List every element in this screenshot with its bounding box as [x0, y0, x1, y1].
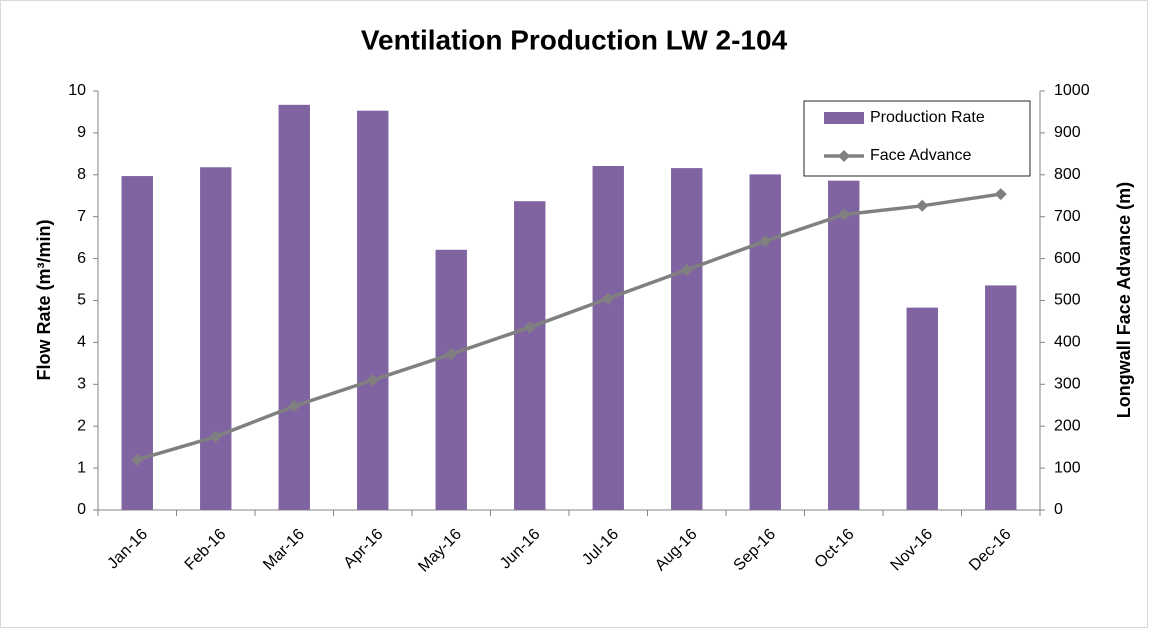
y2-tick-label: 100: [1054, 459, 1081, 476]
y2-tick-label: 300: [1054, 376, 1081, 393]
line-marker: [759, 235, 772, 248]
line-marker: [131, 453, 144, 466]
y-tick-label: 3: [77, 376, 86, 393]
legend-marker: [838, 150, 850, 162]
y-tick-label: 0: [77, 501, 86, 518]
y2-tick-label: 800: [1054, 166, 1081, 183]
y-tick-label: 5: [77, 292, 86, 309]
bar: [906, 307, 938, 510]
bar: [985, 285, 1017, 510]
y2-tick-label: 600: [1054, 250, 1081, 267]
y2-tick-label: 0: [1054, 501, 1063, 518]
y-tick-label: 7: [77, 208, 86, 225]
y2-tick-label: 900: [1054, 124, 1081, 141]
legend-label: Production Rate: [870, 109, 985, 126]
bar: [671, 168, 703, 510]
y2-tick-label: 200: [1054, 417, 1081, 434]
line-marker: [366, 374, 379, 387]
y-axis-title: Flow Rate (m³/min): [34, 219, 54, 380]
line-marker: [445, 348, 458, 361]
line-marker: [680, 263, 693, 276]
line: [136, 192, 1002, 462]
y-tick-label: 4: [77, 334, 86, 351]
legend-label: Face Advance: [870, 147, 972, 164]
legend-swatch: [824, 112, 864, 124]
bar: [514, 201, 546, 510]
chart-title: Ventilation Production LW 2-104: [361, 24, 788, 55]
y-tick-label: 6: [77, 250, 86, 267]
line-marker: [288, 400, 301, 413]
bar: [435, 249, 467, 510]
y2-tick-label: 1000: [1054, 82, 1090, 99]
y2-tick-label: 700: [1054, 208, 1081, 225]
line-marker: [209, 430, 222, 443]
y-tick-label: 8: [77, 166, 86, 183]
y-tick-label: 9: [77, 124, 86, 141]
bar: [278, 104, 310, 511]
bar: [200, 167, 232, 510]
line-marker: [837, 208, 850, 221]
y-tick-label: 10: [68, 82, 86, 99]
y-tick-label: 2: [77, 417, 86, 434]
y2-tick-label: 500: [1054, 292, 1081, 309]
y2-axis-title: Longwall Face Advance (m): [1114, 182, 1134, 418]
y-tick-label: 1: [77, 459, 86, 476]
line-marker: [916, 199, 929, 212]
line-marker: [994, 188, 1007, 201]
bar: [592, 166, 624, 510]
line-marker: [523, 321, 536, 334]
bar: [749, 174, 781, 511]
line-marker: [602, 292, 615, 305]
y2-tick-label: 400: [1054, 334, 1081, 351]
bar: [357, 110, 389, 511]
bar: [828, 180, 860, 510]
